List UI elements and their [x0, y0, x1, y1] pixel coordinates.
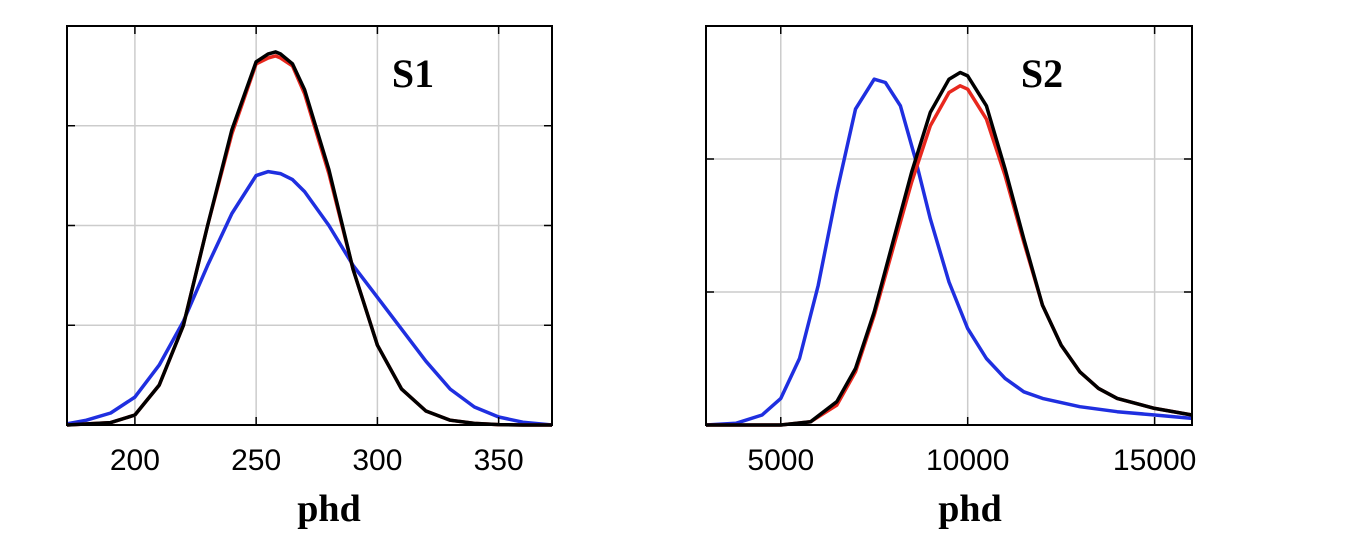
x-axis-label-s1: phd — [297, 488, 360, 530]
panel-title-s2: S2 — [1021, 51, 1063, 96]
series-line-3 — [66, 50, 552, 427]
x-tick-label: 250 — [231, 444, 281, 477]
ticks-s1 — [67, 26, 552, 425]
series-line-3 — [706, 70, 1193, 427]
panel-s1: 200 250 300 350 S1 phd — [66, 25, 553, 530]
x-tick-label: 5000 — [747, 444, 814, 477]
series-line-1 — [66, 169, 553, 427]
x-axis-label-s2: phd — [938, 488, 1001, 530]
panel-title-s1: S1 — [392, 51, 434, 96]
gridlines-s1 — [67, 26, 552, 425]
gridlines-s2 — [706, 26, 1192, 425]
panel-s2: 5000 10000 15000 S2 phd — [705, 25, 1196, 530]
ticks-s2 — [706, 26, 1192, 425]
tick-labels-s1: 200 250 300 350 — [110, 444, 524, 477]
plot-frame-s2 — [705, 25, 1193, 426]
x-tick-label: 300 — [352, 444, 402, 477]
plot-area-s2 — [706, 26, 1192, 425]
x-tick-label: 15000 — [1113, 444, 1196, 477]
x-tick-label: 10000 — [926, 444, 1009, 477]
tick-labels-s2: 5000 10000 15000 — [747, 444, 1196, 477]
x-tick-label: 350 — [474, 444, 524, 477]
series-group-s2 — [705, 70, 1193, 427]
x-tick-label: 200 — [110, 444, 160, 477]
series-group-s1 — [66, 50, 553, 427]
